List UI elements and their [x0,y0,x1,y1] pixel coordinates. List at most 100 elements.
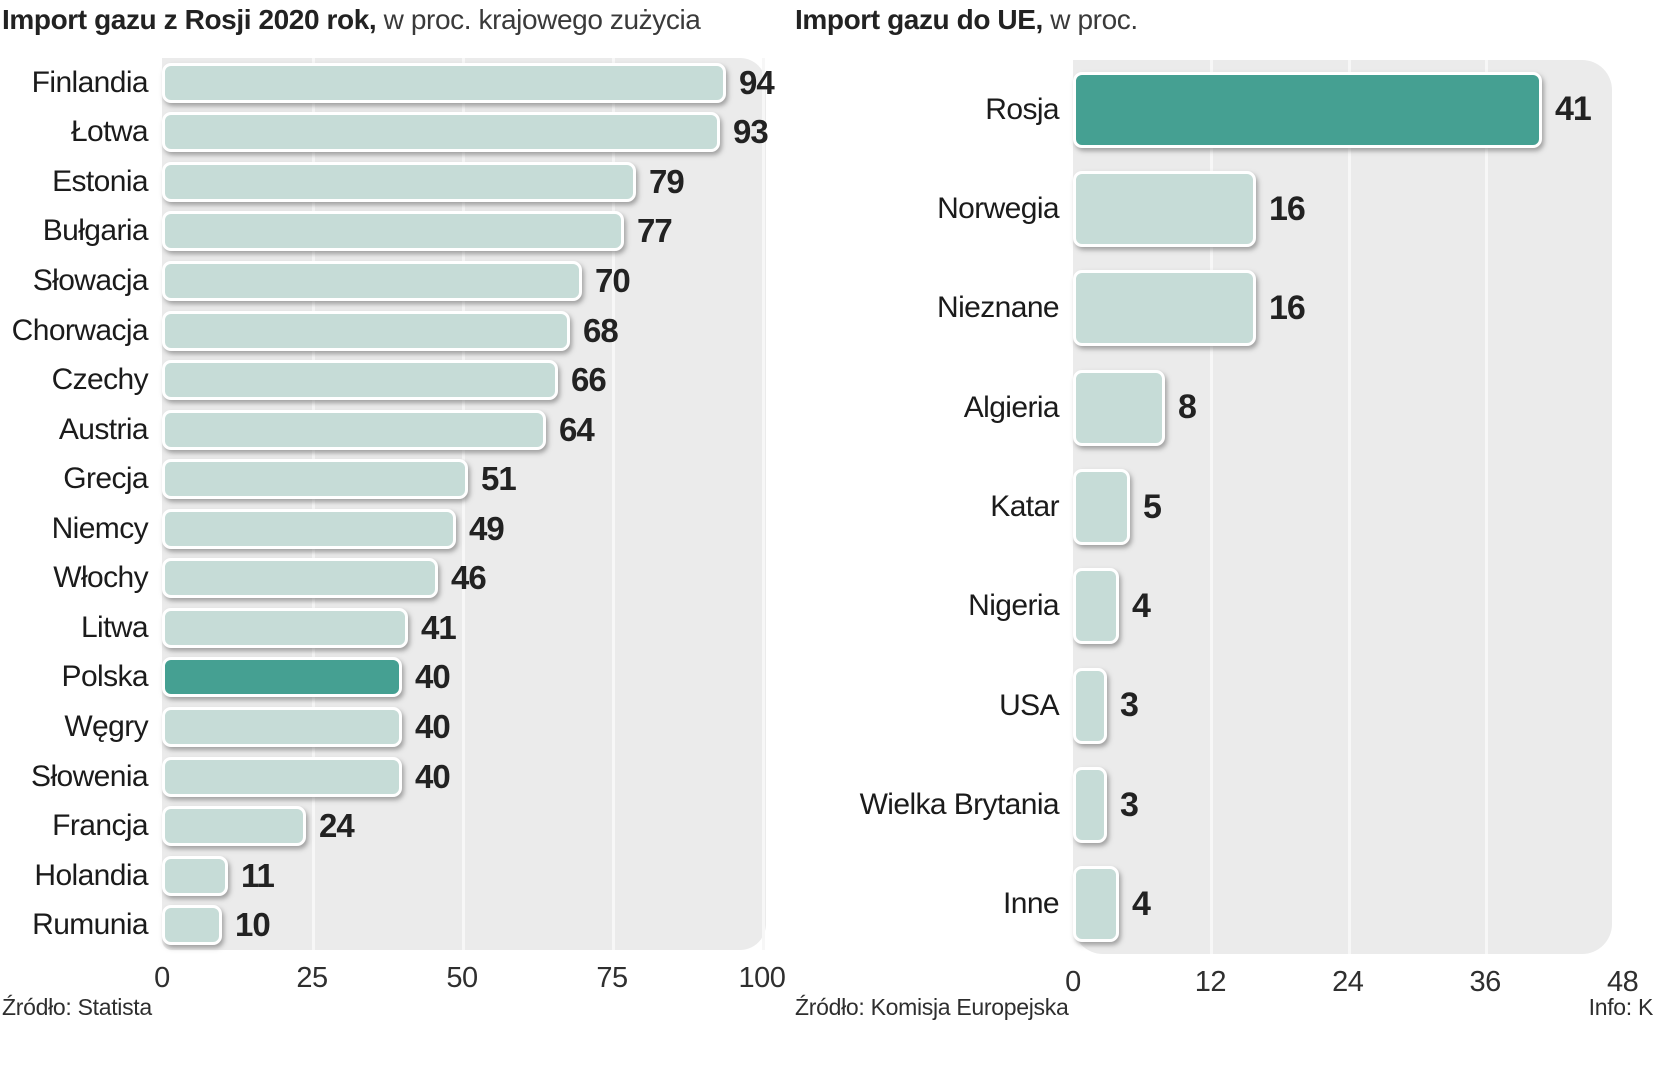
bar-row: Polska 40 [0,657,790,698]
chart-title: Import gazu z Rosji 2020 rok, w proc. kr… [2,0,701,40]
category-label: Holandia [34,858,148,892]
category-label: Włochy [53,561,148,595]
bar [1073,469,1130,545]
category-label: Polska [61,660,149,694]
bar-highlighted [1073,71,1542,148]
bar-row: Wielka Brytania 3 [790,767,1653,843]
category-label: USA [999,688,1059,722]
category-label: Nigeria [968,589,1059,623]
chart-import-gazu-do-ue: Import gazu do UE, w proc. Rosja 41 Norweg… [790,0,1653,1080]
axis-tick-label: 75 [596,962,628,994]
value-label: 10 [235,906,271,944]
chart-title-subtitle: w proc. [1042,4,1138,35]
value-label: 40 [415,658,451,696]
source-note: Źródło: Komisja Europejska [795,994,1069,1020]
value-label: 41 [1555,90,1592,129]
value-label: 46 [451,559,487,597]
bar-row: Algieria 8 [790,369,1653,446]
bar-row: Holandia 11 [0,855,790,896]
category-label: Estonia [52,164,148,198]
bar-row: Finlandia 94 [0,62,790,103]
bar-row: Czechy 66 [0,360,790,401]
category-label: Bułgaria [42,214,149,248]
x-axis: 0 25 50 75 100 [0,962,790,998]
value-label: 40 [415,708,451,745]
bar [1073,767,1107,843]
value-label: 66 [571,361,607,399]
category-label: Litwa [80,610,149,644]
category-label: Austria [58,412,149,446]
value-label: 70 [595,262,631,299]
value-label: 94 [739,63,775,101]
bar [162,310,570,351]
value-label: 4 [1132,884,1151,923]
value-label: 11 [241,856,275,894]
value-label: 49 [469,509,505,547]
value-label: 8 [1178,388,1197,427]
bar-row: Rosja 41 [790,71,1653,148]
value-label: 40 [415,757,451,795]
value-label: 64 [559,410,595,448]
value-label: 4 [1132,586,1151,625]
bar-row: Grecja 51 [0,459,790,500]
gridline [612,58,615,950]
gridline [1348,60,1351,954]
bar-row: Francja 24 [0,806,790,847]
axis-tick-label: 25 [296,962,328,994]
bar [162,508,456,549]
category-label: Węgry [64,710,148,743]
bar-row: Chorwacja 68 [0,310,790,351]
category-label: Słowenia [31,759,149,793]
bar-row: Nieznane 16 [790,270,1653,347]
value-label: 93 [733,113,769,151]
category-label: Finlandia [31,65,149,99]
gridline [1485,60,1488,954]
category-label: Czechy [51,363,149,397]
axis-tick-label: 36 [1469,966,1502,998]
axis-tick-label: 0 [154,962,170,994]
bar [162,905,222,946]
plot-background [162,58,766,950]
bar [1073,667,1107,744]
bar [1073,866,1119,943]
value-label: 16 [1269,288,1306,327]
bar [1073,171,1256,247]
bar [1073,270,1256,347]
bar-row: Austria 64 [0,409,790,450]
bar-row: Norwegia 16 [790,171,1653,247]
value-label: 5 [1143,487,1162,526]
category-label: Grecja [63,462,148,496]
gridline [462,58,465,950]
bar [162,707,402,747]
bar-row: Inne 4 [790,866,1653,943]
category-label: Słowacja [32,264,149,297]
chart-import-gazu-z-rosji: Import gazu z Rosji 2020 rok, w proc. kr… [0,0,790,1080]
source-note: Źródło: Statista [2,994,152,1020]
value-label: 51 [481,460,517,498]
value-label: 24 [319,807,355,845]
x-axis: 0 12 24 36 48 [790,966,1653,1002]
bar [162,261,582,301]
info-credit: Info: K [1588,994,1653,1020]
bar-row: Słowacja 70 [0,261,790,301]
bar-row: Słowenia 40 [0,756,790,797]
value-label: 41 [421,608,457,646]
bar [162,62,726,103]
bar [162,112,720,153]
bar-row: Łotwa 93 [0,112,790,153]
category-label: Katar [990,490,1059,523]
category-label: Francja [52,809,148,843]
bar-row: Estonia 79 [0,161,790,202]
axis-tick-label: 100 [738,962,786,994]
value-label: 16 [1269,189,1306,228]
bar [1073,369,1165,446]
bar [162,558,438,599]
bar [162,806,306,847]
bar [162,459,468,500]
category-label: Inne [1003,887,1060,921]
bar-row: Rumunia 10 [0,905,790,946]
value-label: 3 [1120,785,1139,824]
gridline [312,58,315,950]
axis-tick-label: 12 [1194,966,1227,998]
